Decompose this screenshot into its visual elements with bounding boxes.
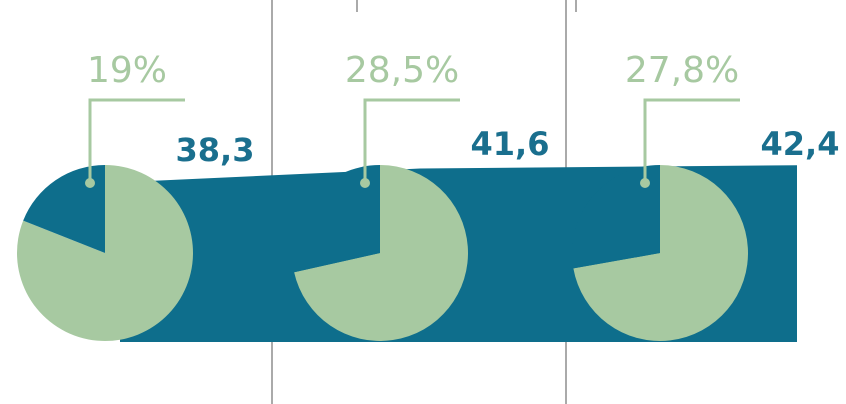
pie-label: 28,5% <box>345 50 459 91</box>
pie-wedge <box>292 165 380 273</box>
callout-dot <box>360 178 370 188</box>
callout <box>88 98 185 183</box>
callout-dot <box>85 178 95 188</box>
band-value-label: 41,6 <box>471 125 550 163</box>
band-value-label: 38,3 <box>176 131 255 169</box>
pie-label: 19% <box>87 50 167 91</box>
callout <box>643 98 740 183</box>
pie-rest <box>294 165 468 341</box>
pie-rest <box>573 165 748 341</box>
callout <box>363 98 460 183</box>
pie-wedge <box>23 165 105 253</box>
band-value-label: 42,4 <box>761 125 840 163</box>
pie-label: 27,8% <box>625 50 739 91</box>
callout-dot <box>640 178 650 188</box>
pie-wedge <box>572 165 660 269</box>
